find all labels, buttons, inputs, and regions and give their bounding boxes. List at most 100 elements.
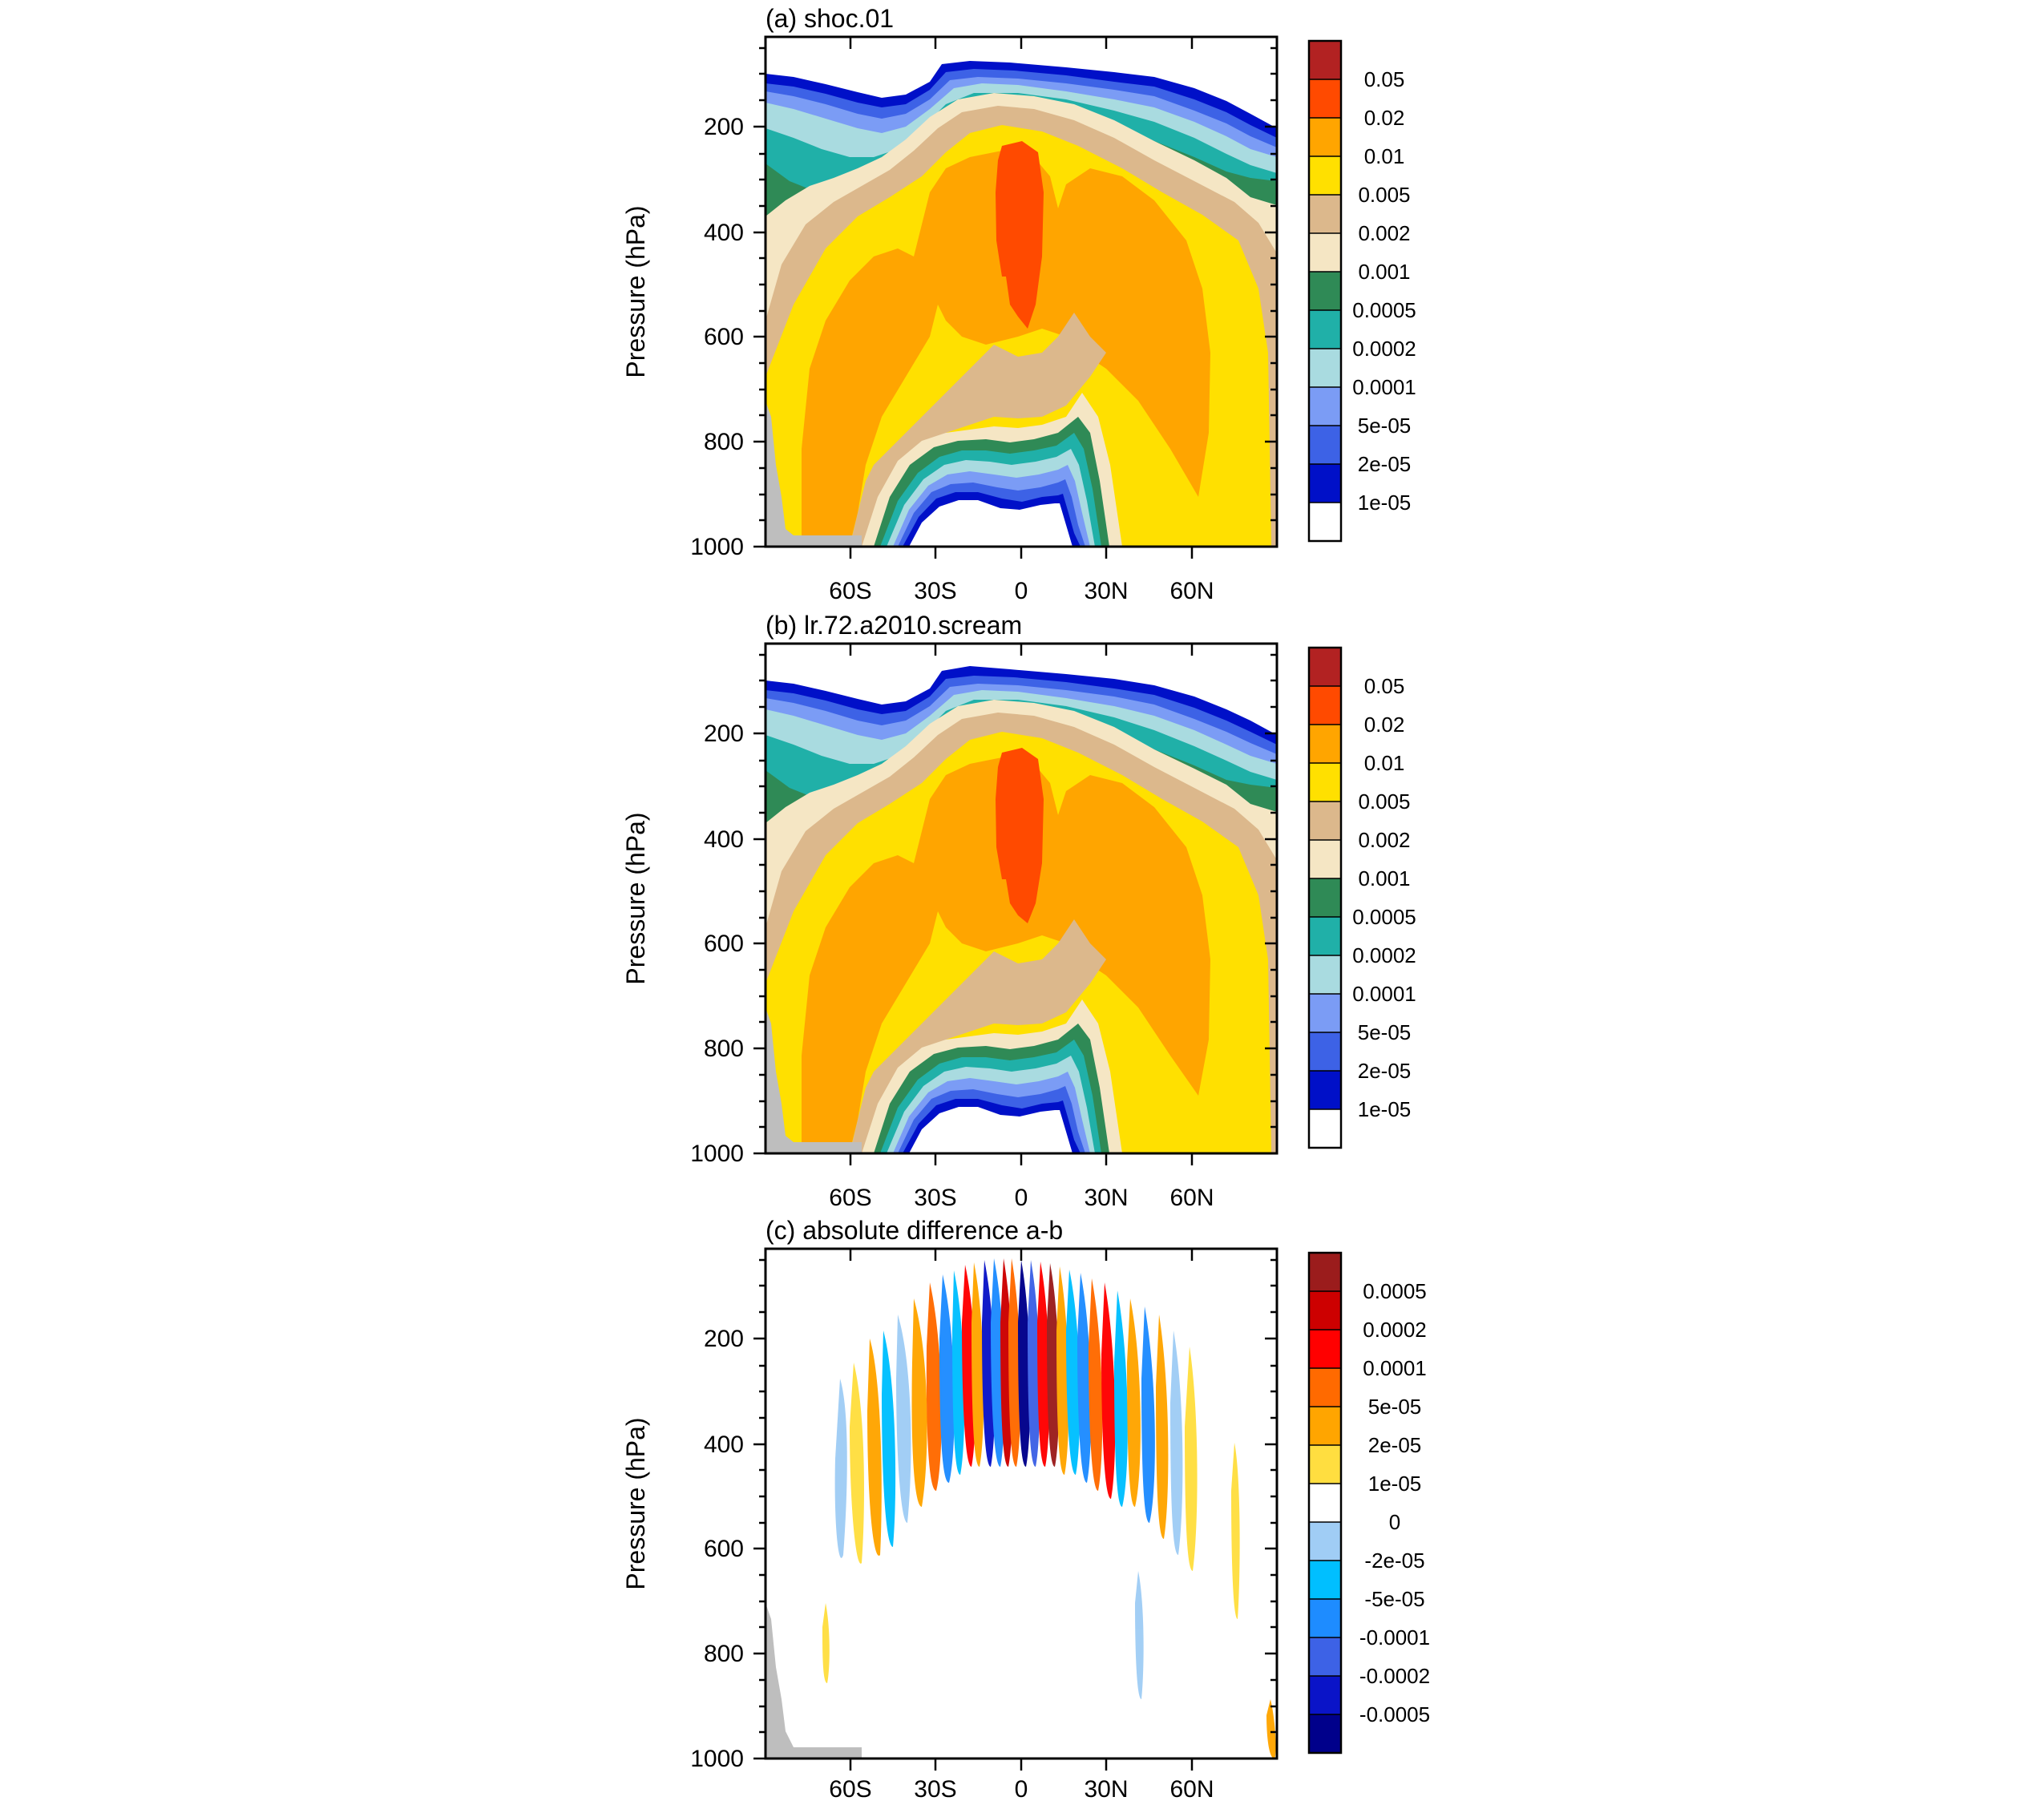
- panel-a-xtick-0: 0: [1015, 578, 1028, 604]
- panel-c-stripe: [867, 1339, 882, 1556]
- panel-b-cb-swatch: [1309, 725, 1341, 763]
- panel-c-stripe: [1170, 1331, 1183, 1555]
- panel-c-ytick-600: 600: [704, 1536, 744, 1562]
- panel-b-missing-region: [765, 1007, 862, 1153]
- panel-c-stripe: [1156, 1314, 1169, 1539]
- panel-b-cb-swatch: [1309, 917, 1341, 955]
- panel-a-xtick-30n: 30N: [1084, 578, 1128, 604]
- panel-b-cb-swatch: [1309, 1109, 1341, 1148]
- panel-c-xtick-0: 0: [1015, 1776, 1028, 1803]
- panel-c-stripe: [1018, 1260, 1031, 1467]
- panel-c-stripe: [882, 1331, 896, 1547]
- panel-b-cb-swatch: [1309, 763, 1341, 802]
- panel-b-ytick-600: 600: [704, 931, 744, 957]
- panel-b-gap-tan: [850, 919, 1106, 1153]
- panel-b-cb-label: 5e-05: [1358, 1020, 1412, 1044]
- panel-b-contours: [765, 644, 1277, 1153]
- panel-a-cb-swatch: [1309, 464, 1341, 503]
- panel-a-cb-swatch: [1309, 118, 1341, 156]
- panel-b-cb-label: 0.001: [1358, 866, 1410, 890]
- panel-c-cb-label: 1e-05: [1368, 1472, 1422, 1496]
- panel-c-x-ticks: [849, 1249, 1194, 1771]
- panel-c-cb-swatch: [1309, 1599, 1341, 1637]
- panel-b-ytick-400: 400: [704, 826, 744, 853]
- panel-a-gap-tan: [850, 313, 1106, 547]
- panel-b-title: (b) lr.72.a2010.scream: [765, 611, 1022, 640]
- panel-a-missing-region: [765, 401, 862, 547]
- panel-a-cb-label: 0.005: [1358, 183, 1410, 207]
- panel-c-ytick-400: 400: [704, 1431, 744, 1458]
- panel-a-ytick-200: 200: [704, 114, 744, 140]
- panel-a-cb-swatch: [1309, 233, 1341, 272]
- panel-c-contours: [765, 1249, 1277, 1759]
- panel-a-cb-label: 0.0001: [1352, 375, 1416, 399]
- panel-c-stripe: [896, 1314, 911, 1523]
- panel-c-stripe: [834, 1379, 847, 1558]
- panel-c-cb-swatch: [1309, 1561, 1341, 1599]
- panel-c-xtick-60n: 60N: [1169, 1776, 1214, 1803]
- panel-b-cb-label: 0.02: [1364, 713, 1405, 737]
- panel-b-cb-swatch: [1309, 1071, 1341, 1109]
- panel-b-cb-swatch: [1309, 994, 1341, 1032]
- panel-c-cb-label: -0.0005: [1359, 1702, 1430, 1726]
- panel-a-ytick-800: 800: [704, 429, 744, 455]
- panel-a-cb-swatch: [1309, 310, 1341, 349]
- panel-c-cb-swatch: [1309, 1676, 1341, 1714]
- panel-c-ytick-1000: 1000: [690, 1746, 744, 1772]
- panel-c-stripe: [1127, 1298, 1141, 1507]
- panel-c-xtick-30n: 30N: [1084, 1776, 1128, 1803]
- panel-c-y-ticks: [753, 1258, 1277, 1760]
- panel-c-cb-swatch: [1309, 1522, 1341, 1561]
- panel-b-cb-label: 0.0001: [1352, 982, 1416, 1006]
- panel-a-ytick-1000: 1000: [690, 534, 744, 560]
- panel-b-cb-swatch: [1309, 648, 1341, 686]
- panel-a-cb-label: 0.05: [1364, 67, 1405, 91]
- panel-b-colorbar: 0.05 0.02 0.01 0.005 0.002 0.001 0.0005 …: [1307, 646, 1416, 1149]
- panel-c-stripe: [982, 1260, 996, 1467]
- panel-a-colorbar: 0.05 0.02 0.01 0.005 0.002 0.001 0.0005 …: [1307, 39, 1416, 543]
- panel-b-cb-label: 0.05: [1364, 674, 1405, 698]
- panel-c-cb-label: -0.0001: [1359, 1625, 1430, 1650]
- panel-c-cb-label: 0: [1389, 1510, 1400, 1534]
- panel-b-band-1e2: [802, 757, 1210, 1152]
- panel-a-cb-label: 2e-05: [1358, 452, 1412, 476]
- panel-b-clear-region: [909, 1107, 1072, 1153]
- panel-b-cb-swatch: [1309, 686, 1341, 725]
- panel-a-cb-swatch: [1309, 387, 1341, 426]
- panel-c-stripe: [1141, 1306, 1155, 1523]
- panel-b-x-ticks: [849, 644, 1194, 1165]
- panel-c-cb-swatch: [1309, 1714, 1341, 1753]
- panel-b-y-ticks: [753, 653, 1277, 1155]
- panel-c-cb-label: 0.0005: [1363, 1279, 1427, 1303]
- panel-a-cb-swatch: [1309, 272, 1341, 310]
- panel-c-stripe: [1008, 1258, 1021, 1467]
- panel-c-colorbar: 0.0005 0.0002 0.0001 5e-05 2e-05 1e-05 0…: [1307, 1251, 1430, 1755]
- panel-c-stripe: [972, 1262, 984, 1467]
- panel-b-cb-label: 0.0002: [1352, 943, 1416, 967]
- panel-b-cb-label: 0.002: [1358, 828, 1410, 852]
- panel-b-cb-swatch: [1309, 1032, 1341, 1071]
- panel-c-stripe: [939, 1274, 955, 1483]
- panel-c-stripe: [1135, 1571, 1144, 1699]
- panel-b-cb-swatch: [1309, 840, 1341, 878]
- panel-b-y-axis-title: Pressure (hPa): [621, 812, 650, 984]
- panel-c-missing-region: [765, 1603, 862, 1759]
- panel-b: (b) lr.72.a2010.scream: [621, 611, 1416, 1211]
- panel-b-xtick-60n: 60N: [1169, 1185, 1214, 1211]
- panel-c-y-axis-title: Pressure (hPa): [621, 1417, 650, 1589]
- panel-c-cb-swatch: [1309, 1330, 1341, 1368]
- panel-a-band-2e2: [996, 141, 1044, 329]
- panel-c-xtick-30s: 30S: [914, 1776, 956, 1803]
- panel-a-ytick-400: 400: [704, 220, 744, 246]
- panel-a-clear-region: [909, 500, 1072, 547]
- panel-c-stripe: [952, 1270, 965, 1475]
- panel-c-ytick-200: 200: [704, 1326, 744, 1352]
- panel-b-cb-label: 0.01: [1364, 751, 1405, 775]
- panel-c-stripe: [1114, 1290, 1128, 1507]
- panel-a-cb-label: 1e-05: [1358, 491, 1412, 515]
- panel-c-stripe: [1266, 1699, 1276, 1759]
- panel-a-y-ticks: [753, 46, 1277, 548]
- panel-a-xtick-30s: 30S: [914, 578, 956, 604]
- panel-b-xtick-60s: 60S: [829, 1185, 871, 1211]
